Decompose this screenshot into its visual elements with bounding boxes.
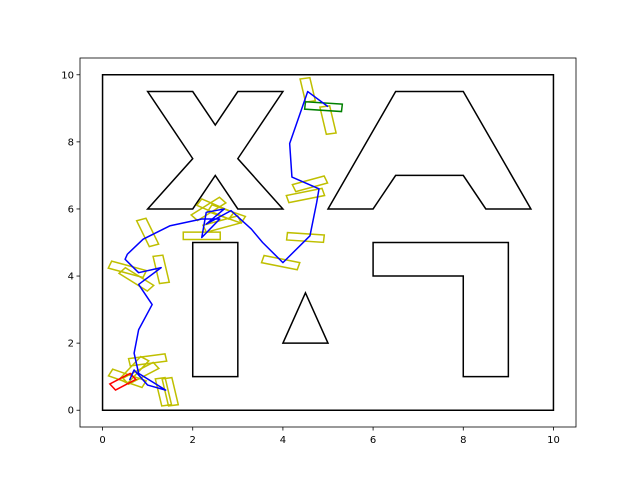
start-footprint <box>108 372 138 391</box>
axes-layer <box>79 57 577 428</box>
obstacle-l-shape <box>372 241 510 378</box>
footprint-11 <box>135 217 160 248</box>
footprint-20 <box>107 368 148 389</box>
y-tick-label: 4 <box>68 272 74 283</box>
obstacle-triangle <box>281 290 330 344</box>
footprint-18 <box>161 376 180 407</box>
footprint-12 <box>152 254 171 285</box>
x-tick-label: 10 <box>547 435 560 446</box>
footprint-8 <box>195 197 235 220</box>
footprint-layer <box>107 76 344 407</box>
tick-layer: 0 2 4 6 8 10 0 2 4 6 8 10 <box>61 70 560 446</box>
footprint-17 <box>154 376 173 407</box>
obstacle-layer <box>101 74 555 411</box>
x-tick-label: 4 <box>280 435 286 446</box>
y-tick-label: 10 <box>61 70 74 81</box>
footprint-3 <box>285 187 326 204</box>
x-tick-label: 6 <box>370 435 376 446</box>
footprint-0 <box>299 76 317 103</box>
x-tick-label: 2 <box>190 435 196 446</box>
obstacle-vertical-bar <box>191 241 239 378</box>
path-line <box>124 90 329 391</box>
footprint-5 <box>260 254 301 271</box>
y-tick-label: 8 <box>68 137 74 148</box>
footprint-10 <box>182 231 221 241</box>
y-tick-label: 6 <box>68 204 74 215</box>
footprint-16 <box>121 361 161 386</box>
x-tick-label: 8 <box>460 435 466 446</box>
obstacle-a-shape <box>326 90 533 210</box>
y-tick-label: 2 <box>68 339 74 350</box>
footprint-13 <box>107 260 148 279</box>
axes-frame <box>79 57 577 428</box>
footprint-4 <box>285 231 326 244</box>
footprint-14 <box>117 266 155 293</box>
y-tick-label: 0 <box>68 406 74 417</box>
obstacle-x-shape <box>145 90 285 210</box>
path-layer <box>124 90 329 391</box>
footprint-1 <box>318 105 338 136</box>
obstacle-boundary <box>101 74 555 411</box>
goal-footprint <box>303 100 344 113</box>
x-tick-label: 0 <box>99 435 105 446</box>
